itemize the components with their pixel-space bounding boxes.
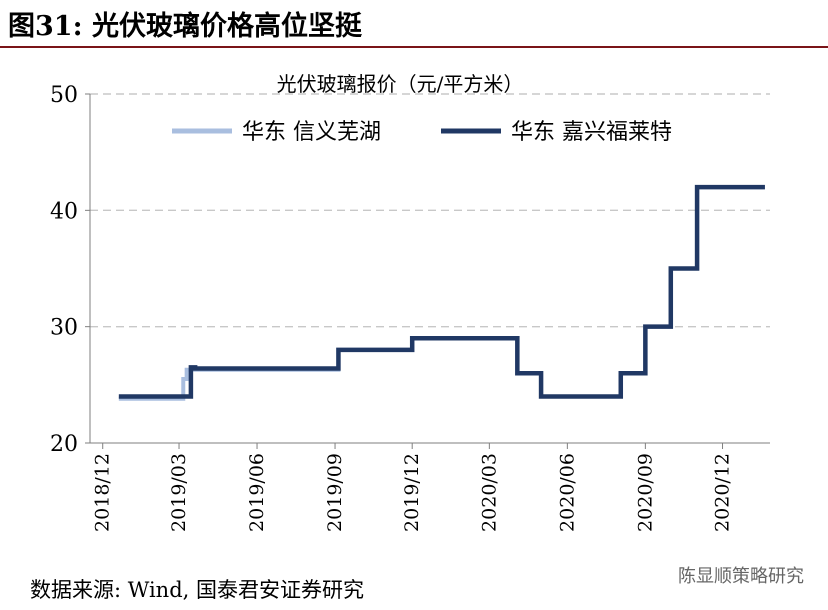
figure-title: 图31: 光伏玻璃价格高位坚挺 [8,11,362,42]
x-tick-label: 2019/03 [168,453,190,532]
price-line-chart: 光伏玻璃报价（元/平方米） 华东 信义芜湖 华东 嘉兴福莱特 20 30 40 50 2… [50,72,770,532]
y-tick-label: 30 [50,316,78,341]
chart-title: 光伏玻璃报价（元/平方米） [277,72,524,96]
data-source-note: 数据来源: Wind, 国泰君安证券研究 [30,578,364,602]
y-tick-label: 40 [50,199,78,224]
series-line [118,184,765,399]
y-tick-label: 20 [50,432,78,457]
x-tick-label: 2019/12 [401,453,423,532]
watermark: 陈显顺策略研究 [678,566,804,587]
x-tick-label: 2020/09 [634,453,656,532]
x-axis: 2018/12 2019/03 2019/06 2019/09 2019/12 2020/… [90,442,770,532]
series-layer [118,184,765,401]
x-tick-label: 2019/06 [246,453,268,532]
legend-label: 华东 信义芜湖 [242,120,381,145]
x-tick-label: 2019/09 [324,453,346,532]
chart-legend: 华东 信义芜湖 华东 嘉兴福莱特 [172,120,672,145]
y-tick-label: 50 [50,83,78,108]
x-tick-label: 2020/06 [556,453,578,532]
x-tick-label: 2020/03 [478,453,500,532]
x-tick-label: 2018/12 [92,453,114,532]
legend-label: 华东 嘉兴福莱特 [511,120,672,145]
y-axis: 20 30 40 50 [50,83,91,457]
x-tick-label: 2020/12 [712,453,734,532]
title-divider [0,46,828,48]
